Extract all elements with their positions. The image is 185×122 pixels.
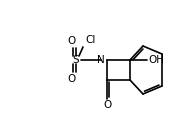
Text: O: O [67,36,75,46]
Text: OH: OH [148,55,164,65]
Text: O: O [103,100,111,110]
Text: Cl: Cl [85,35,95,45]
Text: S: S [73,55,79,65]
Text: O: O [67,74,75,84]
Text: N: N [97,55,105,65]
